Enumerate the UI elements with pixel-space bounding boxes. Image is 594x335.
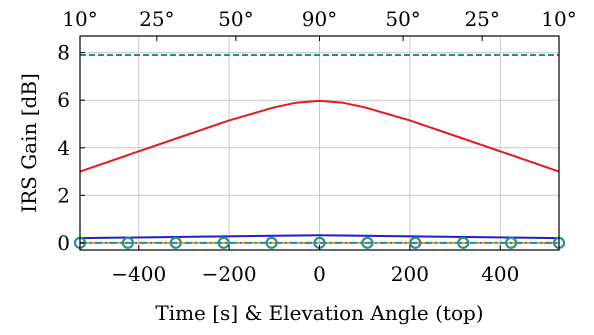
series-marker-5 [409,236,422,249]
y-tick-label: 0 [57,231,70,255]
series-line-2 [79,99,560,173]
series-marker-5 [361,236,374,249]
y-tick-label: 4 [57,136,70,160]
y-tick-label: 8 [57,41,70,65]
top-tick-label: 90° [302,7,337,31]
x-tick-label: 400 [481,262,519,286]
ticks [79,36,560,250]
top-tick-label: 50° [385,7,420,31]
top-tick-label: 10° [62,7,97,31]
top-tick-label: 25° [139,7,174,31]
grid [80,36,559,250]
top-tick-label: 25° [464,7,499,31]
top-tick-label: 10° [541,7,576,31]
x-tick-label: −400 [111,262,166,286]
x-tick-label: 200 [391,262,429,286]
series-line-3 [79,234,560,240]
x-axis-label: Time [s] & Elevation Angle (top) [155,301,483,325]
series-marker-5 [121,236,135,249]
series-marker-5 [457,236,470,249]
y-tick-label: 2 [57,183,70,207]
series-marker-5 [217,236,230,249]
series-marker-5 [505,236,518,249]
y-tick-label: 6 [57,88,70,112]
series-marker-5 [169,236,182,249]
tick-labels: −400 −200 0 200 400 0 2 4 6 8 10° 25° 50° 90° 50° 25° 10… [57,7,576,286]
y-axis-label: IRS Gain [dB] [17,73,41,213]
series-layer [73,54,566,249]
top-tick-label: 50° [218,7,253,31]
series-marker-5 [265,236,278,249]
x-tick-label: 0 [313,262,326,286]
x-tick-label: −200 [202,262,257,286]
